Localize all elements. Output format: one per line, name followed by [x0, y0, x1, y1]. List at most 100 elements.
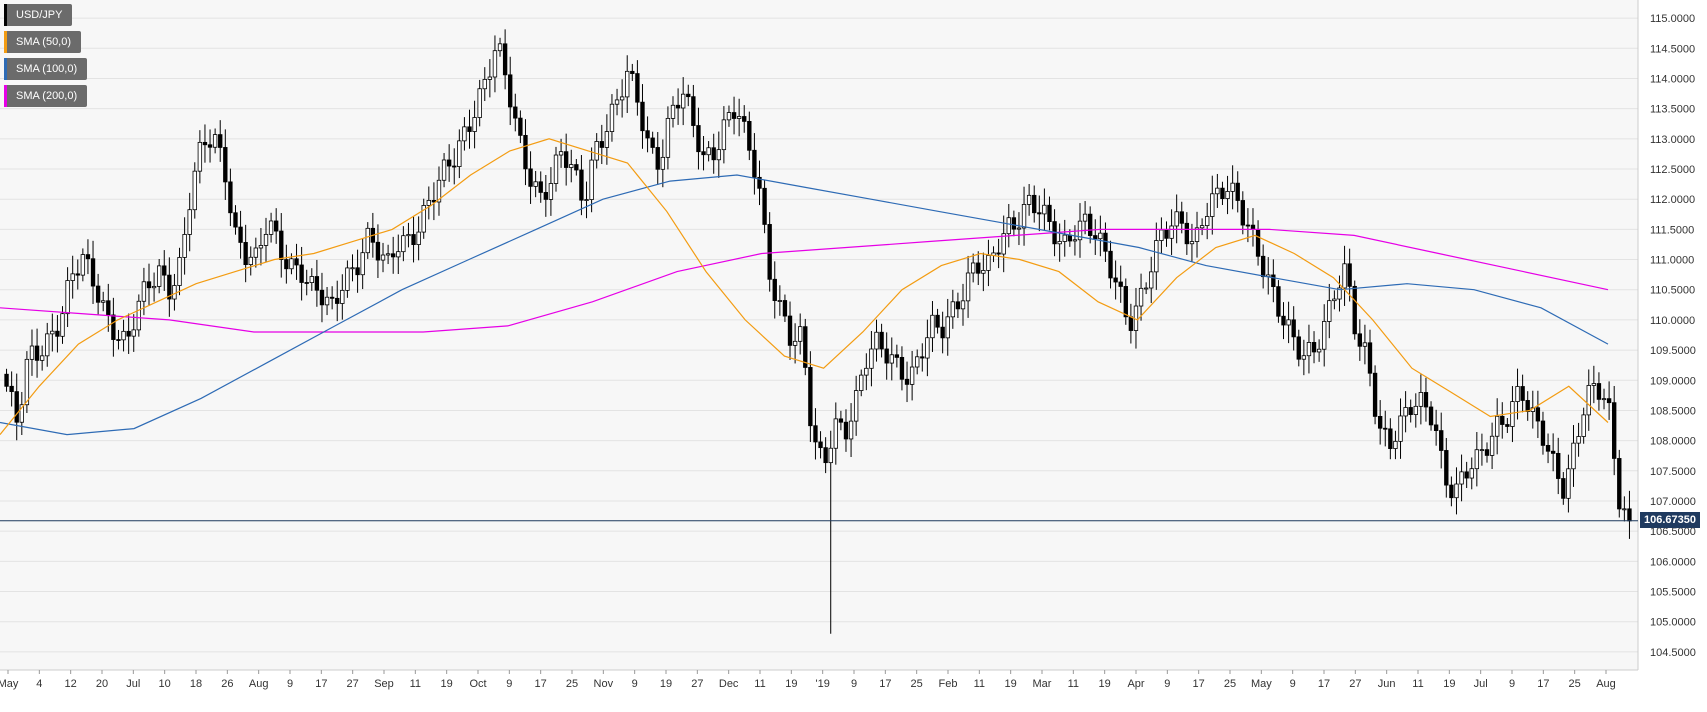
sma100-line [0, 174, 1609, 436]
candle-body [1495, 415, 1500, 437]
candle-body [1215, 187, 1220, 195]
candle-body [197, 141, 203, 172]
candle-body [731, 112, 737, 119]
legend-item-usdjpy[interactable]: USD/JPY [4, 4, 73, 26]
candle-body [838, 418, 844, 423]
x-tick-label: 25 [911, 678, 923, 690]
candle-body [1072, 239, 1078, 242]
x-tick-label: 9 [1509, 678, 1515, 690]
candle-body [1535, 407, 1541, 422]
x-tick-label: 11 [1412, 678, 1423, 690]
candle-body [1210, 193, 1215, 217]
candle-body [528, 168, 533, 187]
candle-body [777, 300, 783, 302]
candle-body [762, 187, 767, 225]
candle-body [558, 151, 564, 156]
candle-body [792, 340, 798, 346]
candle-body [1286, 319, 1291, 326]
candle-body [874, 331, 879, 350]
candle-body [1255, 229, 1261, 257]
legend-item-sma100[interactable]: SMA (100,0) [4, 58, 88, 80]
legend-item-sma50[interactable]: SMA (50,0) [4, 31, 82, 53]
candle-body [1026, 194, 1032, 205]
candle-body [401, 235, 406, 253]
candle-body [487, 76, 493, 80]
candle-body [1291, 319, 1296, 338]
candle-body [1245, 224, 1251, 227]
x-tick-label: 19 [660, 678, 672, 690]
candle-body [1128, 316, 1134, 331]
candle-body [996, 252, 1001, 255]
candle-body [1622, 508, 1627, 511]
candle-body [1352, 285, 1357, 335]
candle-body [9, 385, 14, 393]
candle-body [70, 273, 75, 281]
candle-body [477, 88, 482, 118]
candle-body [589, 159, 594, 200]
candle-body [131, 329, 136, 337]
candle-body [304, 282, 309, 284]
candle-body [548, 183, 554, 200]
candle-body [665, 117, 671, 158]
candle-body [1311, 342, 1317, 353]
candle-body [1449, 484, 1454, 499]
x-tick-label: 9 [1290, 678, 1296, 690]
candle-body [1464, 471, 1469, 479]
candle-body [151, 285, 157, 289]
candle-body [518, 117, 523, 136]
candle-body [650, 137, 655, 148]
candle-body [1189, 241, 1195, 245]
candle-body [574, 164, 579, 171]
candle-body [798, 326, 803, 342]
candle-body [192, 170, 197, 211]
y-tick-label: 107.0000 [1650, 496, 1696, 508]
legend-label-sma200: SMA (200,0) [16, 90, 78, 102]
candle-body [319, 289, 325, 306]
x-tick-label: 11 [410, 678, 421, 690]
candle-body [1342, 263, 1347, 289]
candle-body [1377, 416, 1383, 429]
candle-body [263, 233, 269, 246]
candle-body [446, 159, 452, 167]
legend-item-sma200[interactable]: SMA (200,0) [4, 85, 88, 107]
candle-body [1062, 234, 1067, 242]
candle-body [1113, 277, 1118, 283]
y-tick-label: 106.0000 [1650, 556, 1696, 568]
candle-body [691, 96, 696, 126]
candle-body [126, 330, 131, 337]
x-tick-label: 12 [65, 678, 77, 690]
x-tick-label: 19 [441, 678, 453, 690]
candle-body [136, 300, 141, 331]
candle-body [60, 313, 65, 337]
candle-body [274, 220, 279, 232]
candle-body [1260, 255, 1266, 278]
candle-body [34, 345, 40, 361]
candle-body [681, 93, 686, 109]
candle-body [1143, 287, 1149, 290]
candle-body [111, 314, 116, 340]
candle-body [1301, 355, 1307, 360]
candle-body [981, 270, 986, 274]
candle-body [1474, 449, 1480, 470]
candle-body [1510, 401, 1515, 427]
x-tick-label: 17 [879, 678, 891, 690]
candle-body [706, 147, 711, 156]
candle-body [421, 205, 426, 233]
candle-body [1571, 442, 1576, 470]
candle-body [915, 356, 920, 368]
x-tick-label: 27 [1349, 678, 1361, 690]
candle-body [90, 258, 96, 287]
candle-body [1428, 406, 1434, 426]
candle-body [803, 326, 808, 368]
candle-body [1057, 241, 1062, 245]
candle-body [340, 289, 345, 304]
candle-body [116, 339, 121, 341]
x-tick-label: Feb [939, 678, 958, 690]
candle-body [106, 300, 111, 316]
candle-body [1357, 333, 1362, 347]
y-tick-label: 107.5000 [1650, 466, 1696, 478]
candle-body [757, 176, 762, 189]
candle-body [1001, 233, 1006, 255]
candle-body [1118, 281, 1123, 287]
candle-body [1525, 400, 1530, 412]
